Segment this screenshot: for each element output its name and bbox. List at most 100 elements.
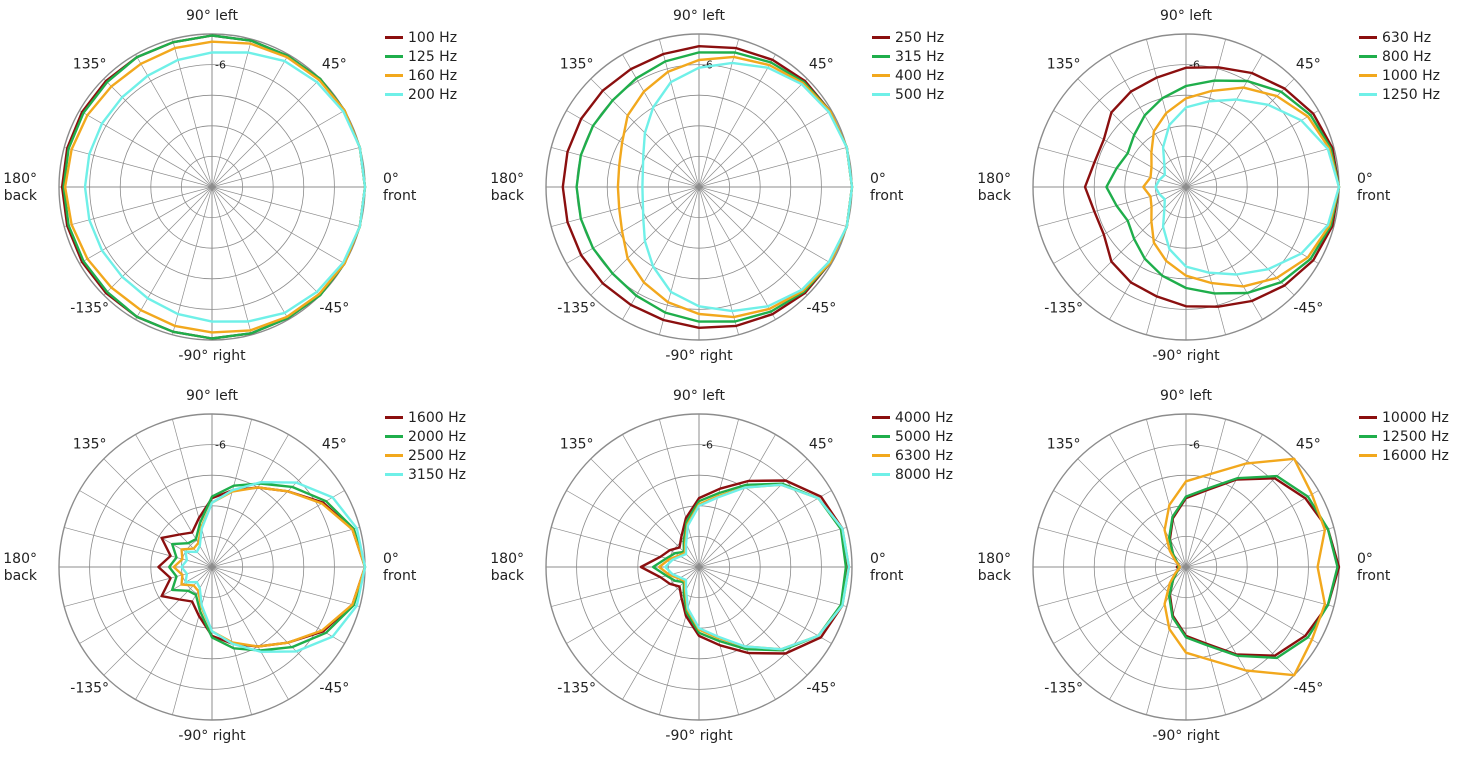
legend-label: 315 Hz [895, 48, 945, 65]
polar-chart-panel: -6 90° left -90° right 0° front 180° back 45° 13… [487, 382, 974, 762]
legend-label: 10000 Hz [1382, 409, 1449, 426]
ring-label: -6 [1189, 439, 1200, 452]
label-minus-90-right: -90° right [1152, 348, 1220, 364]
grid-spoke [1038, 527, 1334, 607]
legend-item: 315 Hz [872, 47, 944, 66]
label-135: 135° [72, 436, 107, 453]
legend-swatch [872, 454, 890, 457]
label-0: 0° [383, 171, 399, 187]
legend-label: 250 Hz [895, 29, 945, 46]
label-180-back: 180° back [464, 551, 524, 585]
legend-label: 630 Hz [1382, 29, 1432, 46]
label-0: 0° [383, 551, 399, 567]
label-minus-135: -135° [70, 680, 110, 697]
chart-legend: 1600 Hz 2000 Hz 2500 Hz 3150 Hz [385, 408, 466, 484]
legend-label: 1250 Hz [1382, 86, 1440, 103]
series-line [62, 34, 367, 340]
legend-label: 500 Hz [895, 86, 945, 103]
legend-label: 100 Hz [408, 29, 458, 46]
chart-legend: 630 Hz 800 Hz 1000 Hz 1250 Hz [1359, 28, 1440, 104]
label-180: 180° [3, 171, 37, 187]
label-180: 180° [977, 551, 1011, 567]
legend-label: 4000 Hz [895, 409, 953, 426]
legend-item: 1250 Hz [1359, 85, 1440, 104]
label-45: 45° [1295, 436, 1321, 453]
label-minus-45: -45° [806, 300, 837, 317]
ring-label: -6 [215, 439, 226, 452]
label-0-front: 0° front [870, 551, 930, 585]
label-180: 180° [977, 171, 1011, 187]
polar-chart-panel: -6 90° left -90° right 0° front 180° back 45° 13… [974, 2, 1461, 382]
label-90-left: 90° left [673, 8, 725, 24]
label-90-left: 90° left [1160, 388, 1212, 404]
label-0: 0° [870, 551, 886, 567]
legend-swatch [385, 454, 403, 457]
legend-swatch [1359, 74, 1377, 77]
series-line [1083, 66, 1341, 308]
grid-spoke [551, 527, 847, 607]
legend-swatch [1359, 435, 1377, 438]
label-135: 135° [559, 436, 594, 453]
legend-swatch [385, 36, 403, 39]
legend-label: 3150 Hz [408, 466, 466, 483]
legend-swatch [1359, 93, 1377, 96]
legend-label: 2500 Hz [408, 447, 466, 464]
grid-spoke [1038, 147, 1334, 227]
chart-legend: 4000 Hz 5000 Hz 6300 Hz 8000 Hz [872, 408, 953, 484]
series-line [1142, 86, 1341, 288]
label-45: 45° [808, 56, 834, 73]
legend-item: 10000 Hz [1359, 408, 1449, 427]
legend-item: 16000 Hz [1359, 446, 1449, 465]
legend-item: 2500 Hz [385, 446, 466, 465]
label-0: 0° [1357, 551, 1373, 567]
label-45: 45° [1295, 56, 1321, 73]
series-line [63, 40, 367, 334]
label-45: 45° [321, 56, 347, 73]
legend-item: 800 Hz [1359, 47, 1440, 66]
legend-label: 125 Hz [408, 48, 458, 65]
polar-plot: -6 [545, 413, 853, 721]
legend-label: 160 Hz [408, 67, 458, 84]
label-minus-90-right: -90° right [1152, 728, 1220, 744]
label-90-left: 90° left [186, 388, 238, 404]
legend-item: 1600 Hz [385, 408, 466, 427]
legend-item: 3150 Hz [385, 465, 466, 484]
legend-swatch [872, 416, 890, 419]
series-line [83, 51, 367, 323]
legend-label: 5000 Hz [895, 428, 953, 445]
series-line [1168, 474, 1339, 660]
label-back: back [3, 188, 37, 204]
legend-item: 4000 Hz [872, 408, 953, 427]
legend-swatch [385, 435, 403, 438]
polar-chart-panel: -6 90° left -90° right 0° front 180° back 45° 13… [974, 382, 1461, 762]
grid-spoke [64, 527, 360, 607]
legend-item: 1000 Hz [1359, 66, 1440, 85]
legend-swatch [872, 55, 890, 58]
label-minus-135: -135° [1044, 680, 1084, 697]
label-180: 180° [490, 551, 524, 567]
label-minus-45: -45° [1293, 680, 1324, 697]
legend-swatch [385, 74, 403, 77]
label-135: 135° [1046, 56, 1081, 73]
series-line [561, 45, 854, 329]
label-180-back: 180° back [464, 171, 524, 205]
label-0: 0° [870, 171, 886, 187]
label-45: 45° [808, 436, 834, 453]
label-90-left: 90° left [1160, 8, 1212, 24]
series-line [616, 55, 854, 319]
label-minus-135: -135° [70, 300, 110, 317]
label-90-left: 90° left [673, 388, 725, 404]
label-minus-90-right: -90° right [665, 728, 733, 744]
series-line [641, 61, 854, 313]
polar-plot: -6 [545, 33, 854, 341]
legend-item: 12500 Hz [1359, 427, 1449, 446]
series-line [172, 486, 367, 648]
legend-swatch [385, 416, 403, 419]
ring-label: -6 [215, 59, 226, 72]
label-minus-45: -45° [319, 680, 350, 697]
label-0: 0° [1357, 171, 1373, 187]
legend-swatch [1359, 36, 1377, 39]
legend-swatch [1359, 416, 1377, 419]
legend-swatch [872, 473, 890, 476]
legend-item: 250 Hz [872, 28, 944, 47]
